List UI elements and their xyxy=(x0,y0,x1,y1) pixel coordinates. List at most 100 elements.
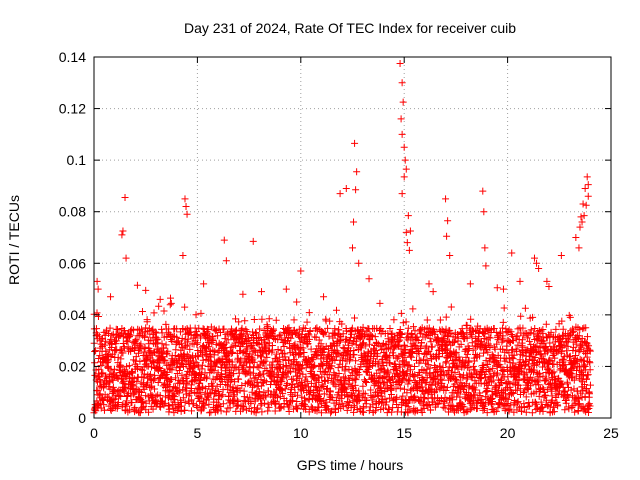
data-point xyxy=(256,325,264,333)
data-point xyxy=(376,299,384,307)
data-point xyxy=(300,349,308,357)
data-point xyxy=(541,343,549,351)
data-point xyxy=(509,346,517,354)
data-point xyxy=(421,379,429,387)
data-point xyxy=(181,398,189,406)
data-point xyxy=(211,363,219,371)
data-point xyxy=(346,398,354,406)
data-point-peak xyxy=(349,244,356,252)
data-point xyxy=(173,325,181,333)
data-point xyxy=(252,328,260,336)
data-point xyxy=(431,330,439,338)
data-point xyxy=(425,324,433,332)
data-point xyxy=(513,347,521,355)
data-point xyxy=(543,375,551,383)
data-point xyxy=(547,387,555,395)
data-point xyxy=(210,351,218,359)
data-point xyxy=(120,380,128,388)
data-point xyxy=(435,352,443,360)
data-point xyxy=(555,374,563,382)
data-point-peak xyxy=(258,288,266,296)
data-point xyxy=(384,335,392,343)
data-point xyxy=(261,357,269,365)
data-point xyxy=(187,396,195,404)
data-point xyxy=(484,340,492,348)
data-point xyxy=(403,367,411,375)
data-point xyxy=(139,366,147,374)
data-point xyxy=(317,340,325,348)
data-point xyxy=(254,404,262,412)
data-point xyxy=(418,409,426,417)
data-point xyxy=(121,366,129,374)
data-point xyxy=(486,334,494,342)
data-point xyxy=(343,406,351,414)
data-point xyxy=(302,405,310,413)
data-point xyxy=(213,406,221,414)
data-point xyxy=(240,393,248,401)
data-point xyxy=(580,406,588,414)
data-point xyxy=(359,382,367,390)
data-point xyxy=(301,397,309,405)
data-point xyxy=(213,382,221,390)
data-point xyxy=(299,361,307,369)
data-point xyxy=(155,302,163,310)
data-point xyxy=(317,355,325,363)
data-point xyxy=(348,391,356,399)
data-point xyxy=(570,376,578,384)
data-points xyxy=(93,59,592,306)
data-point xyxy=(576,326,584,334)
data-point xyxy=(240,362,248,370)
data-point xyxy=(217,392,225,400)
data-point xyxy=(579,325,587,333)
y-tick-label: 0.08 xyxy=(59,204,86,220)
data-point xyxy=(376,383,384,391)
data-point-peak xyxy=(404,212,412,220)
data-point xyxy=(484,327,492,335)
data-point xyxy=(404,403,412,411)
data-point xyxy=(269,373,277,381)
data-point-peak xyxy=(167,294,175,302)
data-point xyxy=(536,373,544,381)
data-point xyxy=(287,334,295,342)
data-point xyxy=(197,376,205,384)
data-point xyxy=(527,382,535,390)
data-point xyxy=(391,366,399,374)
data-point xyxy=(137,340,145,348)
data-point xyxy=(396,363,404,371)
data-point xyxy=(263,353,271,361)
data-point xyxy=(579,387,587,395)
data-point xyxy=(419,355,427,363)
data-point xyxy=(257,401,265,409)
data-point-peak xyxy=(398,79,406,87)
data-point xyxy=(383,398,391,406)
data-point-peak xyxy=(533,259,541,267)
data-point xyxy=(332,306,340,314)
data-point xyxy=(249,355,257,363)
data-point xyxy=(121,383,129,391)
data-point xyxy=(558,317,566,325)
y-tick-label: 0.02 xyxy=(59,358,86,374)
data-point-peak xyxy=(93,277,101,285)
data-point xyxy=(467,398,475,406)
data-point xyxy=(586,346,594,354)
data-point xyxy=(454,337,462,345)
data-point xyxy=(260,388,268,396)
data-point xyxy=(293,404,301,412)
data-point xyxy=(136,409,144,417)
data-point xyxy=(187,381,195,389)
data-point xyxy=(322,385,330,393)
data-point xyxy=(260,370,268,378)
data-point xyxy=(119,349,127,357)
data-point xyxy=(268,341,276,349)
data-point xyxy=(154,378,162,386)
y-tick-label: 0 xyxy=(78,410,86,426)
data-point-peak xyxy=(398,190,406,198)
data-point xyxy=(557,349,565,357)
data-point xyxy=(143,318,151,326)
data-point xyxy=(117,361,125,369)
data-point xyxy=(520,389,528,397)
data-point xyxy=(313,383,321,391)
data-point xyxy=(586,381,594,389)
data-point xyxy=(235,318,243,326)
data-point-peak xyxy=(118,231,126,239)
